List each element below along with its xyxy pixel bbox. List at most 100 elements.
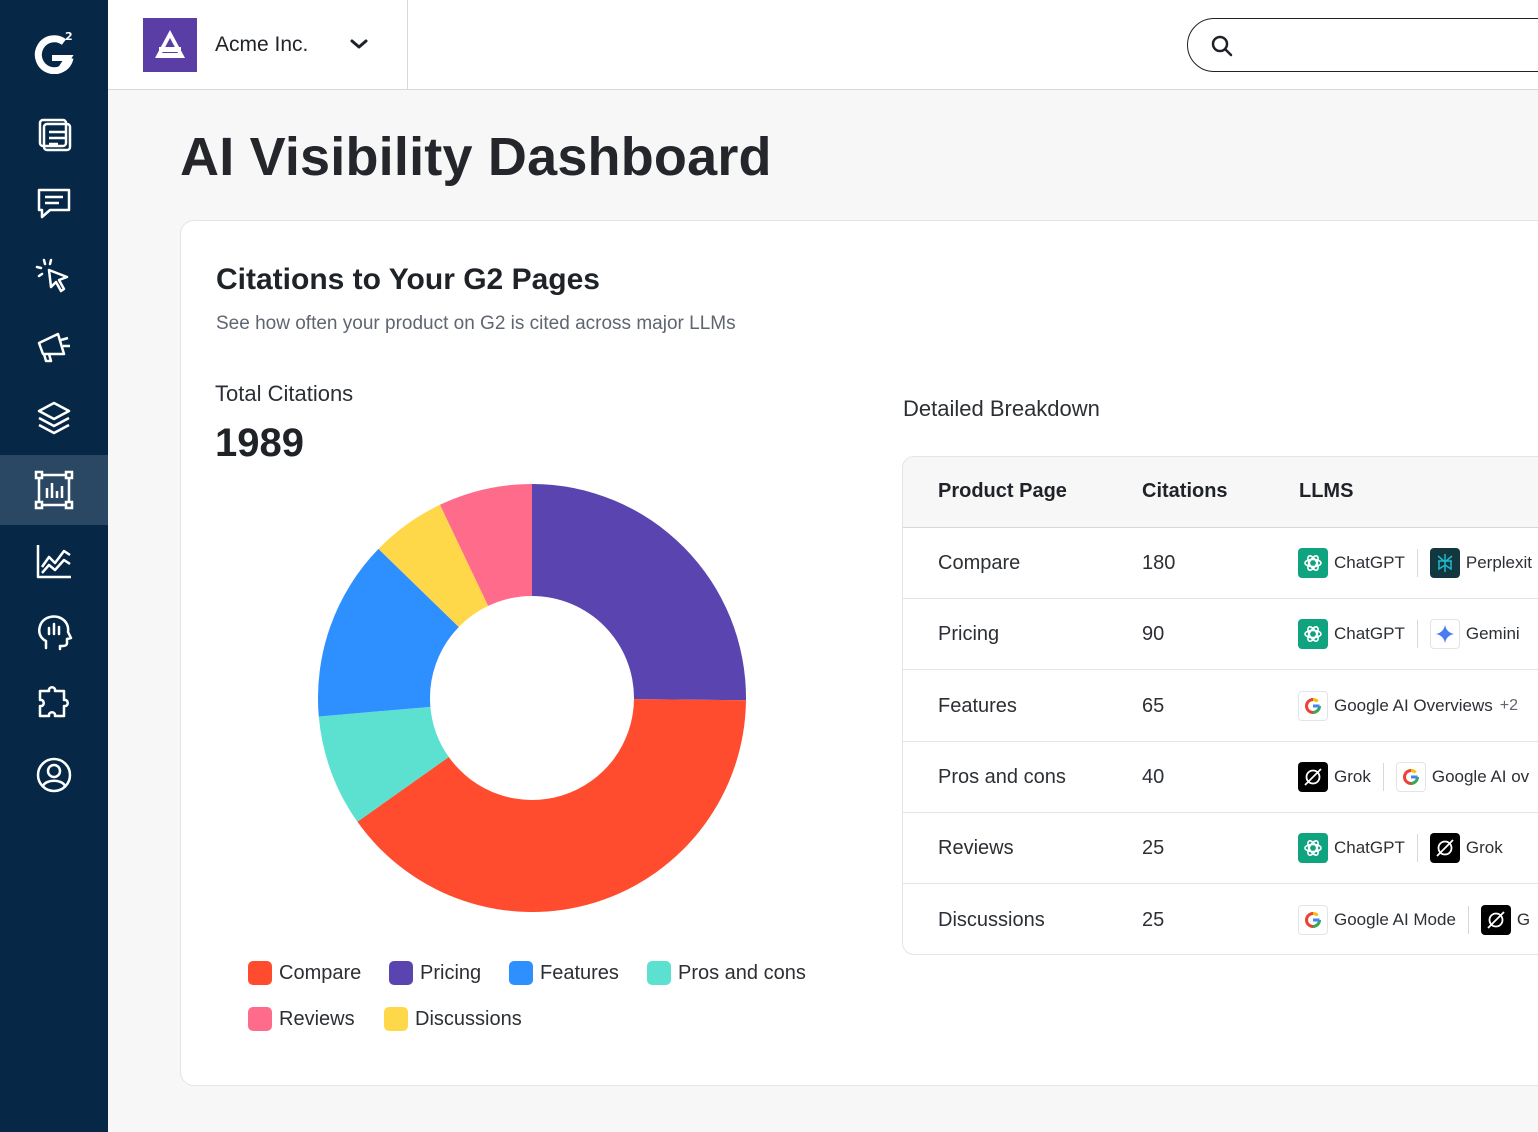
megaphone-icon (37, 332, 70, 363)
llm-chip[interactable]: G (1480, 904, 1531, 935)
citations-card: Citations to Your G2 Pages See how often… (180, 220, 1538, 1086)
llm-chip[interactable]: Gemini (1429, 619, 1520, 650)
llm-chip[interactable]: Perplexit (1429, 548, 1532, 578)
nav-products[interactable] (0, 384, 108, 454)
chip-divider (1416, 549, 1418, 577)
svg-text:2: 2 (65, 30, 73, 43)
llm-chip[interactable]: ChatGPT (1298, 833, 1405, 864)
llm-name: ChatGPT (1334, 553, 1405, 572)
product-page-cell: Pros and cons (938, 765, 1066, 788)
chatgpt-icon (1298, 619, 1328, 650)
citations-cell: 65 (1142, 694, 1165, 717)
citations-cell: 180 (1142, 552, 1176, 574)
click-cursor-icon (35, 258, 69, 293)
nav-integrations[interactable] (0, 668, 108, 738)
nav-analytics[interactable] (0, 526, 108, 596)
more-llms-count[interactable]: +2 (1499, 696, 1518, 714)
llm-name: Grok (1465, 838, 1503, 858)
sidebar: 2 (0, 0, 108, 1132)
llm-chip[interactable]: ChatGPT (1298, 548, 1405, 578)
reports-icon (38, 118, 72, 152)
llm-name: G (1516, 909, 1531, 929)
chip-divider (1416, 620, 1418, 649)
legend-label: Discussions (415, 1007, 522, 1030)
legend-swatch (647, 961, 671, 985)
legend-swatch (248, 961, 272, 985)
product-page-cell: Features (938, 694, 1017, 717)
chatgpt-icon (1298, 833, 1328, 864)
table-row[interactable]: Pricing 90 ChatGPT Gemini (903, 599, 1538, 671)
nav-profile[interactable] (0, 740, 108, 810)
header-llms: LLMS (1299, 480, 1354, 502)
nav-marketing[interactable] (0, 312, 108, 382)
llm-chip[interactable]: Google AI ov (1395, 761, 1529, 792)
layers-icon (37, 401, 71, 435)
donut-slice-features[interactable] (318, 548, 459, 717)
legend-item-discussions[interactable]: Discussions (384, 1007, 522, 1031)
ai-visibility-chart-icon (34, 470, 74, 510)
llm-chip[interactable]: Google AI Overviews (1298, 690, 1493, 721)
legend-item-reviews[interactable]: Reviews (248, 1007, 355, 1031)
nav-buyer-intent[interactable] (0, 241, 108, 311)
llm-chip[interactable]: Grok (1298, 761, 1371, 792)
org-switcher[interactable]: Acme Inc. (108, 0, 408, 90)
reviews-chat-icon (37, 188, 71, 219)
product-page-cell: Reviews (938, 837, 1014, 860)
ai-head-icon (38, 615, 73, 651)
legend-label: Pros and cons (678, 961, 806, 984)
chip-divider (1467, 905, 1469, 934)
legend-item-compare[interactable]: Compare (248, 961, 361, 985)
acme-logo (143, 18, 197, 72)
nav-reports[interactable] (0, 99, 108, 169)
donut-slice-pros-and-cons[interactable] (318, 706, 449, 822)
llm-name: ChatGPT (1334, 624, 1405, 644)
llm-name: Google AI Mode (1334, 909, 1456, 929)
search-input[interactable] (1244, 29, 1538, 61)
breakdown-table: Product Page Citations LLMS Compare 180 Ch… (902, 456, 1538, 955)
card-subtitle: See how often your product on G2 is cite… (216, 313, 736, 334)
legend-label: Compare (279, 961, 362, 984)
llm-chip[interactable]: Google AI Mode (1298, 904, 1456, 935)
llm-name: Perplexit (1465, 553, 1532, 572)
nav-ai-insights[interactable] (0, 597, 108, 667)
llm-chip[interactable]: ChatGPT (1298, 619, 1405, 650)
llm-chip[interactable]: Grok (1429, 833, 1503, 864)
chip-divider (1416, 834, 1418, 863)
breakdown-title: Detailed Breakdown (903, 396, 1100, 421)
table-header: Product Page Citations LLMS (903, 457, 1538, 528)
header-product-page: Product Page (938, 480, 1067, 502)
table-row[interactable]: Compare 180 ChatGPT Perplexit (903, 528, 1538, 599)
donut-slice-compare[interactable] (357, 699, 746, 912)
grok-icon (1298, 761, 1328, 792)
table-row[interactable]: Reviews 25 ChatGPT Grok (903, 813, 1538, 885)
nav-ai-visibility[interactable] (0, 455, 108, 525)
nav-reviews[interactable] (0, 169, 108, 239)
g2-logo[interactable]: 2 (30, 28, 78, 75)
legend-item-pros-and-cons[interactable]: Pros and cons (647, 961, 806, 985)
product-page-cell: Discussions (938, 908, 1045, 931)
line-chart-icon (36, 545, 71, 579)
product-page-cell: Pricing (938, 623, 1000, 646)
table-row[interactable]: Discussions 25 Google AI Mode G (903, 885, 1538, 955)
chevron-down-icon[interactable] (349, 34, 369, 54)
total-citations-value: 1989 (215, 421, 304, 465)
legend-item-pricing[interactable]: Pricing (389, 961, 481, 985)
perplexity-icon (1429, 548, 1460, 578)
search-icon (1211, 35, 1233, 57)
grok-icon (1429, 833, 1460, 864)
donut-slice-discussions[interactable] (378, 504, 489, 627)
citations-cell: 90 (1142, 623, 1165, 646)
profile-icon (36, 757, 72, 793)
total-citations-label: Total Citations (215, 381, 354, 406)
org-name: Acme Inc. (215, 33, 309, 56)
llm-name: ChatGPT (1334, 838, 1405, 858)
header-citations: Citations (1142, 480, 1228, 502)
table-row[interactable]: Pros and cons 40 Grok Google AI ov (903, 742, 1538, 813)
llm-name: Grok (1334, 766, 1371, 786)
table-row[interactable]: Features 65 Google AI Overviews +2 (903, 671, 1538, 742)
donut-slice-reviews[interactable] (439, 484, 532, 606)
legend-swatch (509, 961, 533, 985)
legend-item-features[interactable]: Features (509, 961, 619, 985)
llm-name: Google AI Overviews (1334, 695, 1493, 715)
donut-slice-pricing[interactable] (532, 484, 746, 701)
